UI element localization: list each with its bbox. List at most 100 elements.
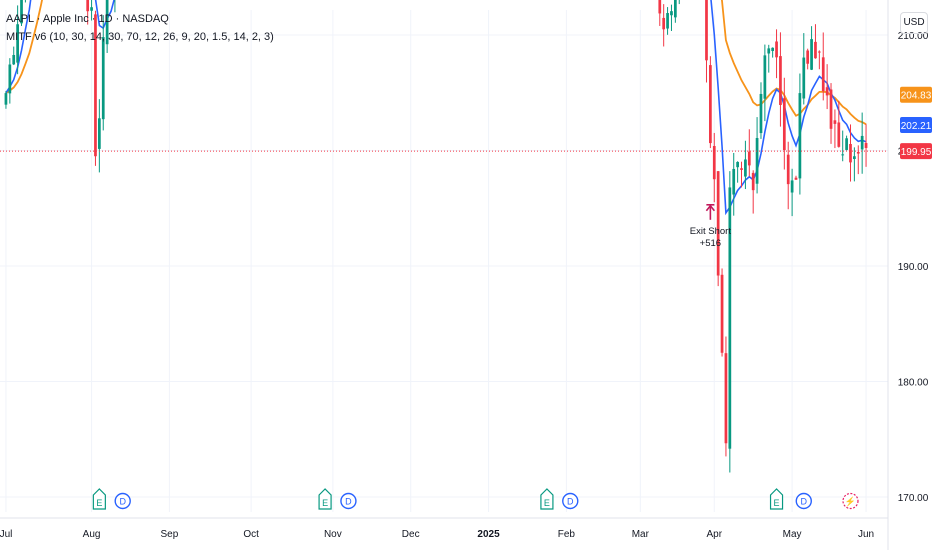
price-badge-text: 199.95 [901, 147, 932, 158]
time-tick-label: Mar [632, 529, 650, 540]
candle-body [86, 0, 90, 12]
candle-0 [4, 90, 8, 109]
candle-body [767, 48, 771, 54]
candle-body [860, 135, 864, 150]
slow-moving-average-line [5, 0, 867, 126]
earnings-marker[interactable]: E [318, 488, 332, 510]
candle-21 [86, 0, 90, 25]
candle-body [810, 39, 813, 70]
price-badge-text: 202.21 [901, 121, 932, 132]
candle-body [763, 55, 767, 99]
candle-body [740, 168, 743, 170]
candle-198 [775, 29, 778, 79]
dividend-marker[interactable]: D [795, 492, 812, 510]
candlesticks [4, 0, 868, 473]
candle-208 [814, 24, 817, 59]
candle-body [712, 146, 716, 180]
price-axis[interactable]: 170.00180.00190.00200.00210.00220.00230.… [887, 0, 932, 550]
candle-221 [864, 124, 868, 167]
candle-body [806, 50, 810, 64]
dividend-label: D [801, 497, 808, 507]
dividend-icon [795, 492, 812, 510]
candle-206 [806, 48, 810, 70]
symbol-title[interactable]: AAPL · Apple Inc · 1D · NASDAQ [6, 13, 169, 25]
candle-1 [8, 58, 12, 104]
candle-body [94, 14, 97, 157]
candle-body [728, 187, 732, 449]
candle-212 [829, 83, 833, 144]
dividend-icon [562, 492, 579, 510]
candle-body [709, 65, 712, 144]
dividend-label: D [567, 497, 574, 507]
currency-button[interactable]: USD [900, 12, 928, 34]
grid [0, 10, 888, 512]
time-axis[interactable]: Jul Aug Sep Oct Nov Dec 2025 Feb Mar Apr May Jun [0, 517, 888, 540]
candle-214 [837, 100, 841, 148]
slow-ma-path [5, 0, 867, 126]
candle-body [101, 37, 105, 120]
candle-body [841, 154, 845, 156]
event-markers[interactable]: E D E D E D E D ⚡ [92, 488, 859, 510]
candle-body [759, 93, 763, 134]
price-tick-label: 180.00 [898, 378, 929, 389]
trade-signals: SELL@227.48-516ShortExit Short+516 [690, 204, 732, 249]
dividend-marker[interactable]: D [562, 492, 579, 510]
earnings-icon [540, 488, 554, 510]
candle-body [755, 138, 759, 184]
earnings-label: E [322, 498, 328, 508]
candle-body [864, 143, 868, 148]
candle-body [724, 353, 728, 444]
candle-195 [763, 44, 767, 122]
price-tick-label: 170.00 [898, 493, 929, 504]
candle-body [16, 24, 19, 63]
candle-body [20, 0, 23, 24]
split-event-marker[interactable]: ⚡ [842, 492, 859, 510]
signal-exit: Exit Short+516 [690, 204, 732, 249]
dividend-marker[interactable]: D [114, 492, 131, 510]
candle-190 [744, 140, 747, 190]
candle-188 [736, 161, 739, 183]
indicator-legend[interactable]: MITF v6 (10, 30, 14, 30, 70, 12, 26, 9, … [6, 31, 274, 43]
candle-body [670, 11, 673, 16]
candle-191 [747, 129, 751, 177]
candle-220 [860, 112, 864, 174]
price-badge-bg [900, 116, 932, 133]
dividend-label: D [119, 497, 126, 507]
candle-body [794, 177, 798, 180]
candle-body [658, 0, 662, 14]
candle-body [814, 41, 817, 59]
time-tick-label: Feb [558, 529, 576, 540]
time-tick-label: 2025 [477, 529, 500, 540]
price-tick-label: 190.00 [898, 262, 929, 273]
candle-216 [845, 135, 848, 151]
earnings-marker[interactable]: E [769, 488, 784, 510]
candle-body [90, 7, 93, 11]
candle-192 [751, 170, 755, 214]
candle-body [837, 122, 841, 147]
candle-184 [720, 268, 724, 357]
dividend-marker[interactable]: D [340, 492, 357, 510]
exit-signal-text: Exit Short [690, 226, 732, 237]
candle-body [736, 161, 739, 168]
candle-2 [12, 46, 16, 66]
time-tick-label: May [783, 529, 802, 540]
candle-193 [755, 117, 759, 194]
candle-body [662, 17, 666, 30]
lightning-icon [842, 492, 859, 510]
candle-body [705, 0, 708, 61]
candle-209 [817, 50, 821, 70]
candle-body [782, 98, 786, 151]
candle-body [833, 120, 837, 124]
candle-197 [771, 47, 775, 58]
time-tick-label: Jul [0, 529, 12, 540]
candle-168 [658, 0, 662, 26]
earnings-marker[interactable]: E [540, 488, 554, 510]
candle-body [732, 168, 736, 195]
candle-202 [790, 168, 794, 217]
candle-187 [732, 152, 736, 216]
earnings-marker[interactable]: E [92, 488, 106, 510]
candle-body [817, 51, 821, 53]
candle-217 [849, 124, 852, 182]
candle-203 [794, 175, 798, 180]
